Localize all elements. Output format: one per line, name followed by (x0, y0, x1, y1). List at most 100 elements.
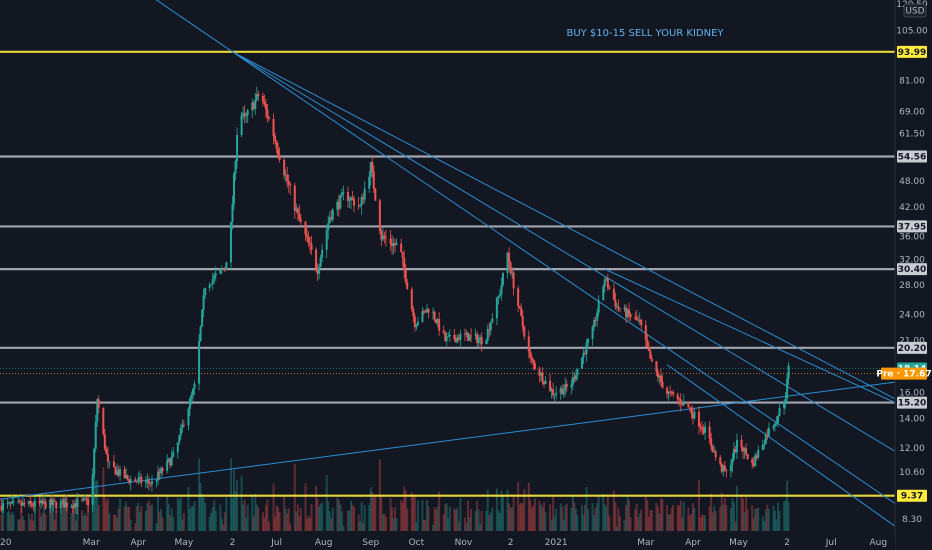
volume-bar (708, 506, 711, 531)
volume-bar (155, 523, 158, 531)
candle-body (539, 372, 542, 376)
premarket-label: Pre · 17.67 (876, 370, 931, 380)
candle-body (85, 498, 88, 500)
volume-bar (353, 506, 356, 531)
candle-body (459, 333, 462, 340)
y-tick-label: 28.00 (899, 281, 925, 291)
volume-bar (476, 500, 479, 531)
candle-body (362, 197, 365, 200)
candle-body (43, 501, 46, 504)
candle-body (427, 308, 430, 313)
volume-bar (346, 510, 349, 531)
x-tick-label: 2 (230, 538, 236, 548)
trendline[interactable] (232, 51, 896, 504)
candle-body (746, 454, 749, 460)
candle-body (416, 321, 419, 325)
trendline[interactable] (152, 0, 233, 53)
candle-body (444, 332, 447, 341)
volume-bar (573, 502, 576, 531)
volume-bar (64, 498, 67, 531)
volume-bar (553, 516, 556, 531)
volume-bar (763, 521, 766, 531)
volume-bar (766, 504, 769, 531)
time-axis[interactable] (0, 537, 895, 550)
volume-bar (289, 524, 292, 531)
trendline[interactable] (232, 51, 896, 452)
volume-bar (158, 511, 161, 531)
trendline[interactable] (232, 51, 896, 400)
candle-body (626, 309, 629, 318)
volume-bar (102, 467, 105, 531)
volume-bar (626, 495, 629, 531)
volume-bar (576, 514, 579, 531)
candle-body (740, 439, 743, 448)
candle-body (229, 221, 232, 263)
volume-bar (574, 508, 577, 531)
candle-body (182, 424, 185, 426)
candle-body (467, 332, 470, 341)
volume-bar (593, 515, 596, 531)
volume-bar (310, 504, 313, 531)
volume-bar (570, 507, 573, 531)
volume-bar (658, 513, 661, 531)
volume-bar (518, 504, 521, 531)
candle-body (488, 328, 491, 331)
volume-bar (745, 495, 748, 531)
candle-body (315, 249, 318, 268)
volume-bar (448, 506, 451, 531)
volume-bar (116, 517, 119, 531)
candle-body (511, 272, 514, 274)
volume-bar (330, 518, 333, 531)
candle-body (6, 502, 9, 504)
volume-bar (319, 504, 322, 531)
volume-bar (691, 503, 694, 531)
volume-bar (693, 507, 696, 531)
volume-bar (169, 515, 172, 531)
volume-bar (0, 514, 3, 531)
candle-body (331, 209, 334, 220)
candle-body (565, 384, 568, 387)
candle-body (348, 200, 351, 201)
level-price-label: 37.95 (898, 222, 926, 232)
candle-body (93, 448, 96, 475)
candle-body (242, 112, 245, 115)
candle-body (553, 394, 556, 396)
candle-body (582, 352, 585, 358)
volume-bar (413, 494, 416, 531)
volume-bar (61, 504, 64, 531)
candle-body (188, 398, 191, 409)
candle-body (667, 391, 670, 394)
volume-bar (394, 507, 397, 531)
volume-bar (331, 508, 334, 531)
candle-body (456, 337, 459, 343)
volume-bar (87, 496, 90, 531)
y-tick-label: 42.00 (899, 203, 925, 213)
volume-bar (659, 498, 662, 531)
candle-body (618, 308, 621, 310)
volume-bar (427, 506, 430, 531)
volume-bar (12, 514, 15, 531)
currency-badge[interactable]: USD (903, 3, 927, 18)
volume-bar (416, 500, 419, 531)
candle-body (693, 411, 696, 419)
candle-body (278, 154, 281, 160)
volume-bar (498, 513, 501, 531)
trendline[interactable] (666, 364, 896, 527)
volume-bar (424, 519, 427, 531)
y-tick-label: 16.00 (899, 389, 925, 399)
candle-body (406, 282, 409, 290)
volume-bar (773, 510, 776, 531)
candle-body (603, 279, 606, 287)
volume-bar (32, 520, 35, 531)
volume-bar (735, 486, 738, 531)
candle-body (676, 394, 679, 400)
volume-bar (222, 524, 225, 531)
x-tick-label: Sep (362, 538, 379, 548)
trendline[interactable] (604, 268, 896, 404)
candle-body (614, 299, 617, 307)
volume-bar (761, 516, 764, 531)
candle-body (606, 278, 609, 288)
candle-body (776, 416, 779, 423)
volume-bar (187, 486, 190, 531)
